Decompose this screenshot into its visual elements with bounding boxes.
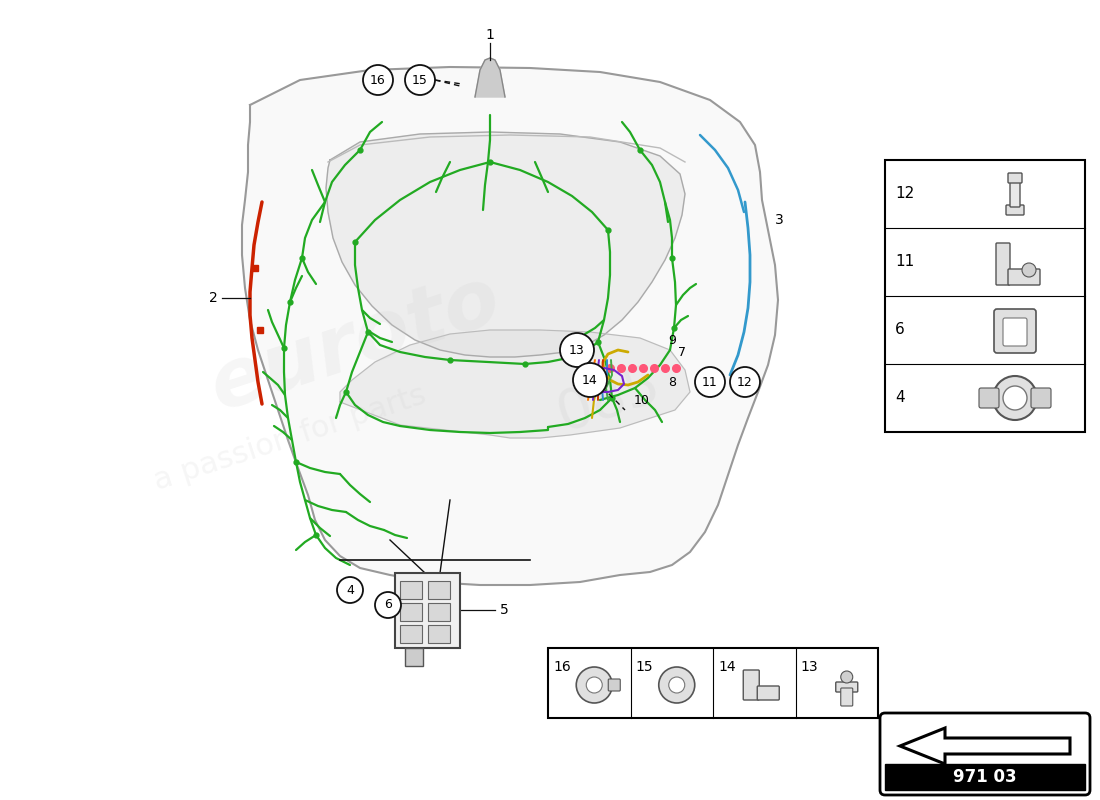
Text: 12: 12 [737, 375, 752, 389]
Text: 10: 10 [634, 394, 650, 406]
Text: 4: 4 [895, 390, 904, 406]
Text: 13: 13 [801, 660, 818, 674]
Circle shape [573, 363, 607, 397]
Circle shape [659, 667, 695, 703]
Text: 2: 2 [209, 291, 218, 305]
Text: 3: 3 [776, 213, 783, 227]
Text: 16: 16 [370, 74, 386, 86]
Circle shape [560, 333, 594, 367]
Text: 971 03: 971 03 [954, 768, 1016, 786]
Polygon shape [340, 330, 690, 438]
Text: a passion for parts: a passion for parts [150, 381, 430, 496]
Text: 8: 8 [668, 375, 676, 389]
Circle shape [1022, 263, 1036, 277]
Circle shape [1003, 386, 1027, 410]
Text: 15: 15 [636, 660, 653, 674]
FancyBboxPatch shape [1008, 269, 1040, 285]
FancyBboxPatch shape [400, 625, 422, 643]
Circle shape [337, 577, 363, 603]
FancyBboxPatch shape [1008, 173, 1022, 183]
Text: 11: 11 [702, 375, 718, 389]
Circle shape [363, 65, 393, 95]
FancyBboxPatch shape [395, 573, 460, 648]
FancyBboxPatch shape [1003, 318, 1027, 346]
Text: 9: 9 [668, 334, 675, 346]
FancyBboxPatch shape [840, 688, 852, 706]
FancyBboxPatch shape [1031, 388, 1050, 408]
Circle shape [576, 667, 613, 703]
Circle shape [695, 367, 725, 397]
Text: 085: 085 [550, 358, 668, 442]
FancyBboxPatch shape [886, 160, 1085, 432]
Circle shape [730, 367, 760, 397]
Circle shape [375, 592, 402, 618]
Circle shape [993, 376, 1037, 420]
Text: 4: 4 [346, 583, 354, 597]
FancyBboxPatch shape [548, 648, 878, 718]
FancyBboxPatch shape [608, 679, 620, 691]
Text: 15: 15 [412, 74, 428, 86]
Polygon shape [242, 67, 778, 585]
Text: 11: 11 [895, 254, 914, 270]
Text: 14: 14 [718, 660, 736, 674]
FancyBboxPatch shape [880, 713, 1090, 795]
FancyBboxPatch shape [994, 309, 1036, 353]
FancyBboxPatch shape [1010, 177, 1020, 207]
FancyBboxPatch shape [996, 243, 1010, 285]
FancyBboxPatch shape [757, 686, 779, 700]
Polygon shape [475, 58, 505, 97]
FancyBboxPatch shape [1006, 205, 1024, 215]
Text: 5: 5 [500, 603, 508, 617]
Text: 16: 16 [553, 660, 571, 674]
FancyBboxPatch shape [400, 603, 422, 621]
FancyBboxPatch shape [428, 603, 450, 621]
FancyBboxPatch shape [428, 581, 450, 599]
Text: 1: 1 [485, 28, 494, 42]
Circle shape [669, 677, 684, 693]
FancyBboxPatch shape [400, 581, 422, 599]
Polygon shape [326, 132, 685, 357]
Circle shape [586, 677, 603, 693]
Text: euroto: euroto [200, 260, 510, 427]
FancyBboxPatch shape [886, 764, 1085, 790]
Text: 12: 12 [895, 186, 914, 202]
Circle shape [840, 671, 852, 683]
Polygon shape [900, 728, 1070, 764]
FancyBboxPatch shape [405, 648, 424, 666]
Text: 14: 14 [582, 374, 598, 386]
FancyBboxPatch shape [836, 682, 858, 692]
FancyBboxPatch shape [979, 388, 999, 408]
Text: 6: 6 [895, 322, 904, 338]
FancyBboxPatch shape [428, 625, 450, 643]
Text: 7: 7 [678, 346, 686, 358]
FancyBboxPatch shape [744, 670, 759, 700]
Text: 13: 13 [569, 343, 585, 357]
Circle shape [405, 65, 435, 95]
Text: 6: 6 [384, 598, 392, 611]
